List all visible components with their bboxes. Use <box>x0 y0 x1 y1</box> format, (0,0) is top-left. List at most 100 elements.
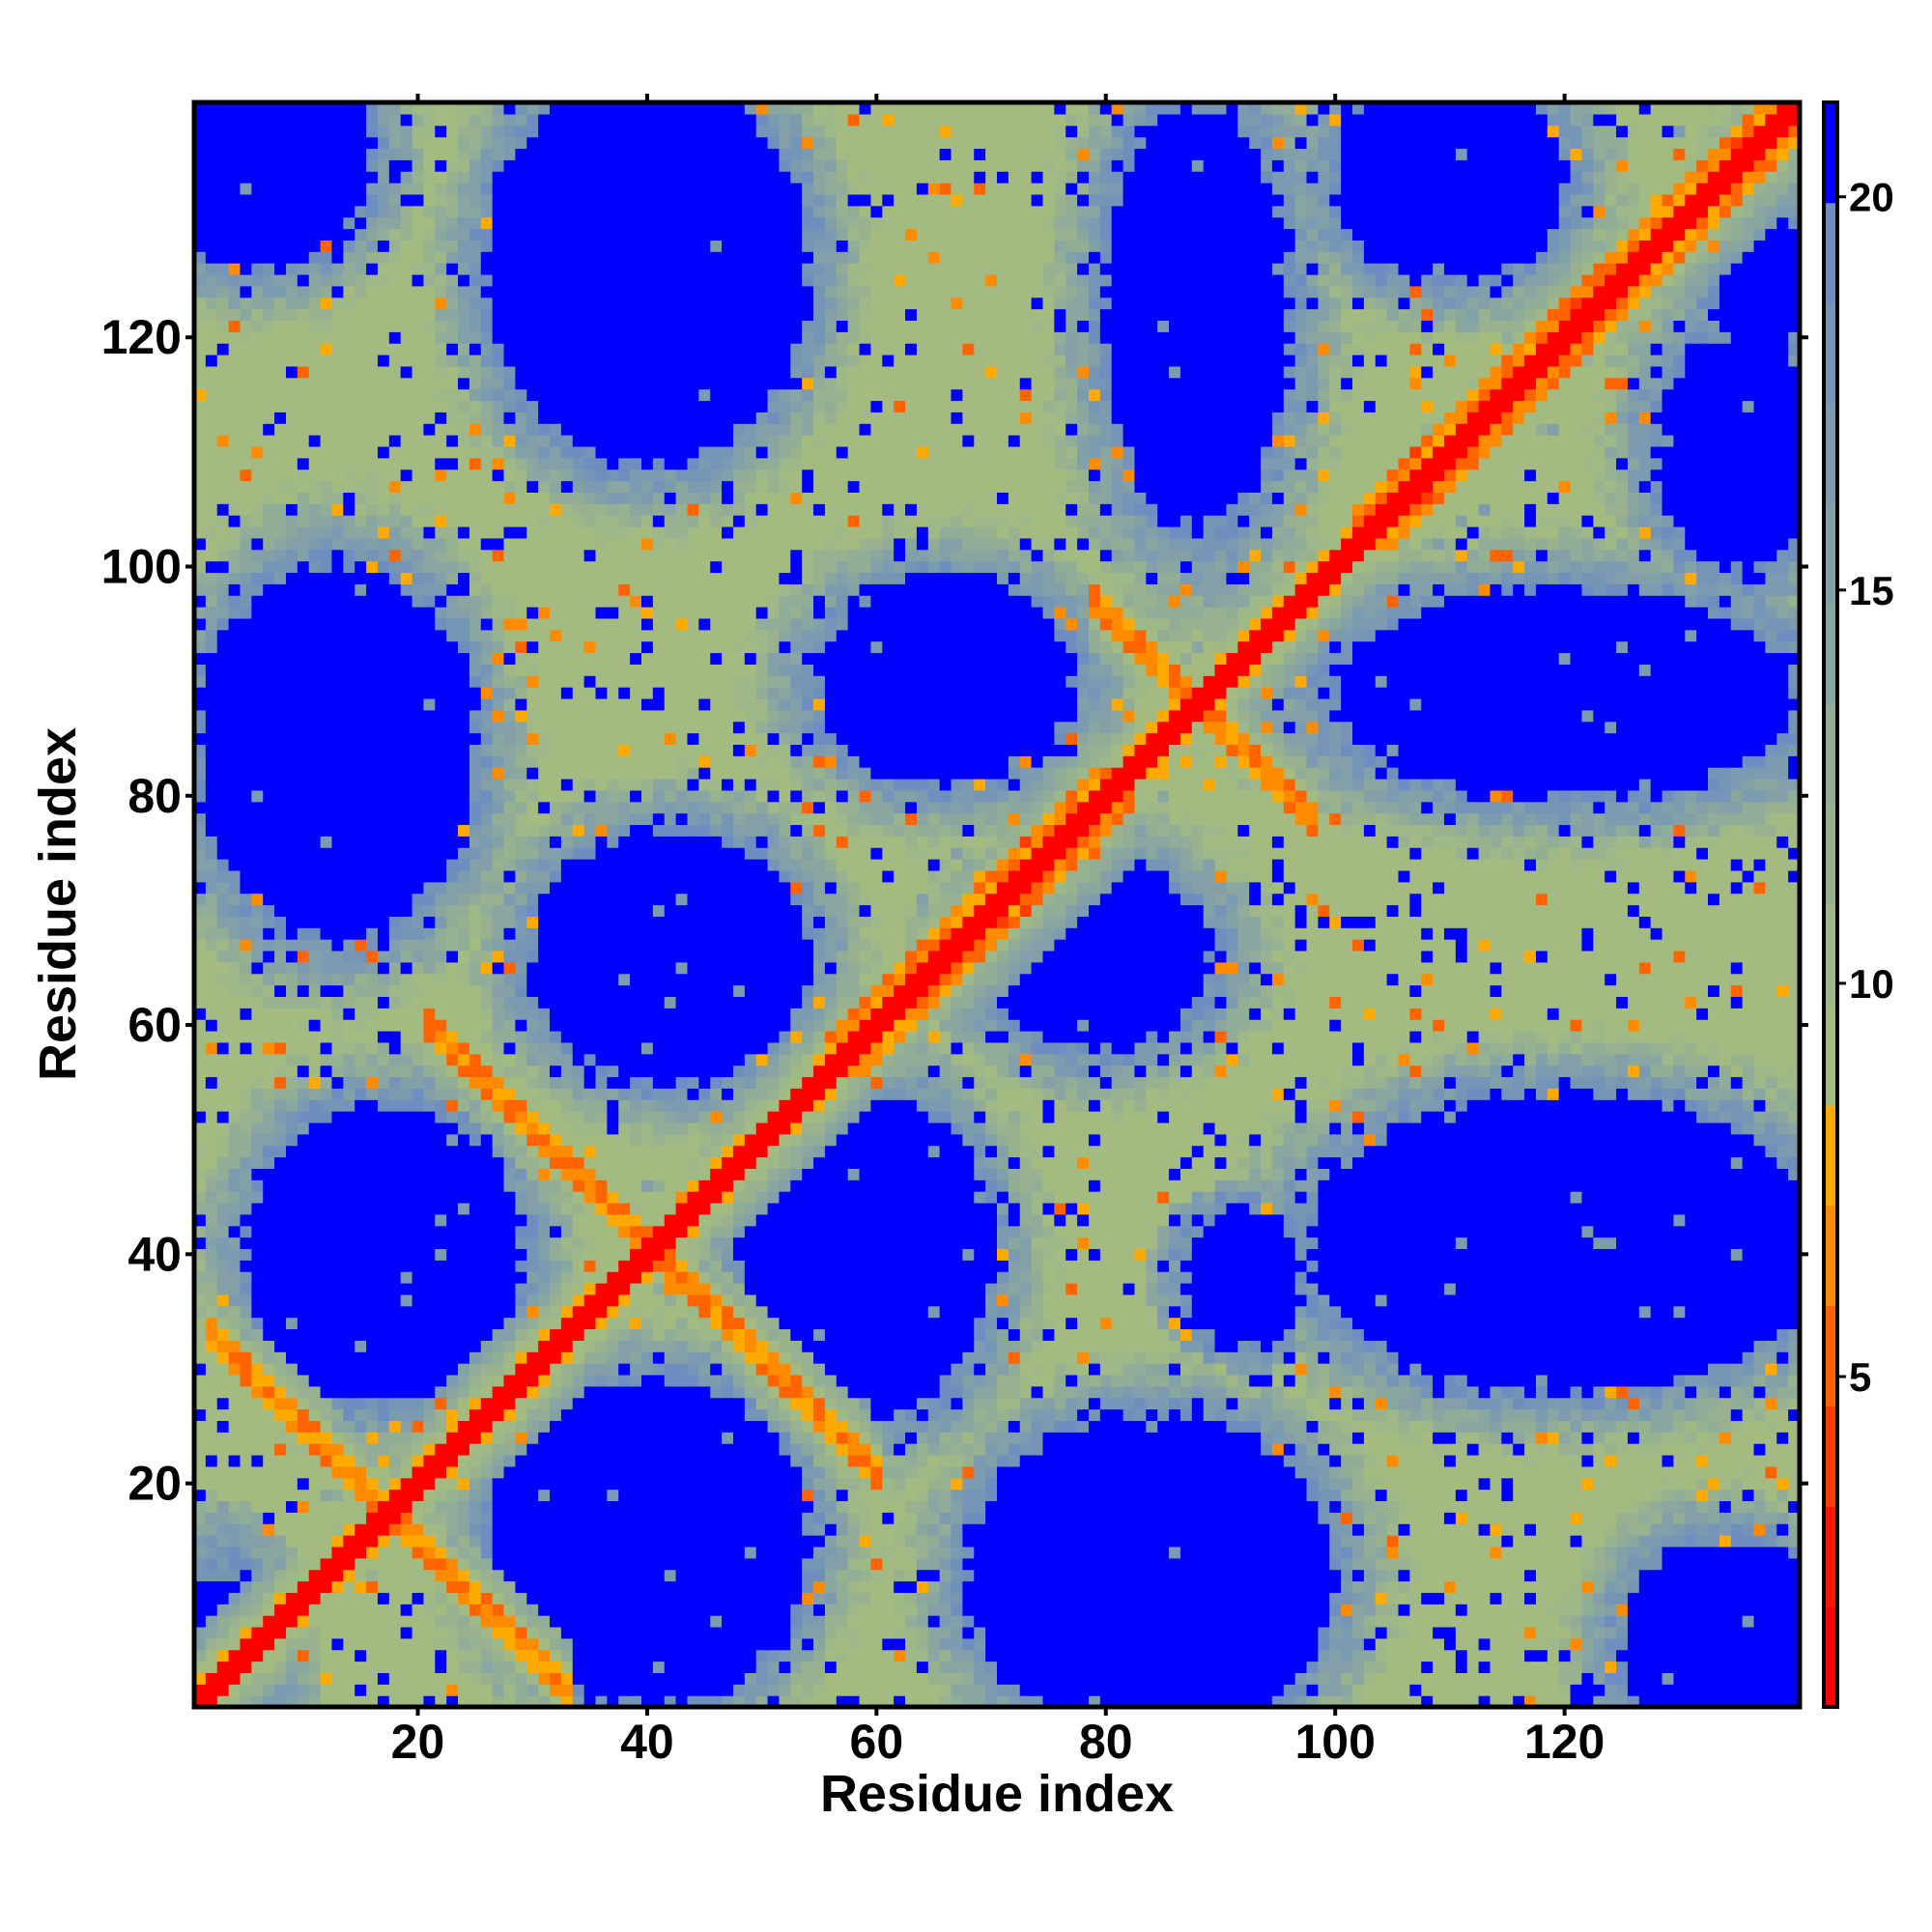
heatmap-cell <box>1673 1465 1686 1479</box>
heatmap-cell <box>744 1535 757 1548</box>
heatmap-cell <box>1341 1489 1353 1502</box>
heatmap-cell <box>1329 1305 1342 1319</box>
heatmap-cell <box>1111 1661 1124 1673</box>
heatmap-cell <box>1570 1604 1583 1616</box>
heatmap-cell <box>1249 1637 1262 1651</box>
heatmap-cell <box>1054 1465 1066 1479</box>
heatmap-cell <box>1466 1546 1480 1559</box>
heatmap-cell <box>480 1626 494 1639</box>
heatmap-cell <box>1558 1489 1572 1502</box>
heatmap-cell <box>1524 1604 1537 1616</box>
heatmap-cell <box>355 1637 367 1651</box>
heatmap-cell <box>802 1684 814 1696</box>
heatmap-cell <box>1662 1305 1675 1319</box>
heatmap-cell <box>446 1443 459 1456</box>
heatmap-cell <box>847 1500 861 1513</box>
heatmap-cell <box>503 1477 516 1491</box>
heatmap-cell <box>640 1374 654 1387</box>
heatmap-cell <box>297 1649 310 1662</box>
heatmap-cell <box>1685 1363 1697 1376</box>
heatmap-cell <box>274 1546 287 1559</box>
heatmap-cell <box>583 1385 597 1399</box>
heatmap-cell <box>1077 1569 1090 1582</box>
heatmap-cell <box>664 1432 677 1444</box>
heatmap-cell <box>1616 1477 1629 1491</box>
heatmap-cell <box>859 1637 872 1651</box>
heatmap-cell <box>263 1672 275 1685</box>
heatmap-cell <box>1146 1535 1158 1548</box>
heatmap-cell <box>1203 1305 1216 1319</box>
heatmap-cell <box>343 1363 355 1376</box>
heatmap-cell <box>951 1351 963 1364</box>
heatmap-cell <box>388 1443 402 1456</box>
heatmap-cell <box>722 1626 734 1639</box>
heatmap-cell <box>1088 1557 1101 1571</box>
heatmap-cell <box>331 1385 344 1399</box>
heatmap-cell <box>640 1512 654 1524</box>
heatmap-cell <box>882 1512 895 1524</box>
heatmap-cell <box>1375 1408 1388 1421</box>
heatmap-cell <box>1329 1626 1342 1639</box>
heatmap-cell <box>503 1432 516 1444</box>
heatmap-cell <box>1386 1465 1400 1479</box>
heatmap-cell <box>1708 1305 1720 1319</box>
heatmap-cell <box>274 1489 287 1502</box>
heatmap-cell <box>1191 1363 1205 1376</box>
heatmap-cell <box>1547 1363 1560 1376</box>
heatmap-cell <box>985 1512 998 1524</box>
heatmap-cell <box>355 1351 367 1364</box>
heatmap-cell <box>1535 1465 1548 1479</box>
heatmap-cell <box>560 1637 574 1651</box>
heatmap-cell <box>377 1557 390 1571</box>
heatmap-cell <box>905 1351 918 1364</box>
heatmap-cell <box>1363 1477 1377 1491</box>
heatmap-cell <box>205 1649 218 1662</box>
heatmap-cell <box>722 1408 734 1421</box>
heatmap-cell <box>1605 1580 1617 1593</box>
heatmap-cell <box>1547 1420 1560 1433</box>
heatmap-cell <box>320 1408 333 1421</box>
heatmap-cell <box>802 1637 814 1651</box>
heatmap-cell <box>1627 1604 1640 1616</box>
heatmap-cell <box>607 1328 619 1341</box>
heatmap-cell <box>1616 1604 1629 1616</box>
heatmap-cell <box>755 1374 769 1387</box>
heatmap-cell <box>951 1649 963 1662</box>
heatmap-cell <box>388 1477 402 1491</box>
heatmap-cell <box>607 1523 619 1536</box>
heatmap-cell <box>1593 1328 1605 1341</box>
heatmap-cell <box>1708 1637 1720 1651</box>
heatmap-cell <box>251 1328 264 1341</box>
heatmap-cell <box>1237 1580 1250 1593</box>
heatmap-cell <box>687 1626 699 1639</box>
heatmap-cell <box>446 1328 459 1341</box>
heatmap-cell <box>1570 1695 1583 1708</box>
heatmap-cell <box>1581 1512 1594 1524</box>
heatmap-cell <box>767 1592 781 1605</box>
heatmap-cell <box>469 1695 482 1708</box>
heatmap-cell <box>458 1512 470 1524</box>
heatmap-cell <box>1261 1535 1273 1548</box>
heatmap-cell <box>1443 1351 1457 1364</box>
heatmap-cell <box>905 1340 918 1352</box>
heatmap-cell <box>1329 1557 1342 1571</box>
heatmap-cell <box>216 1305 230 1319</box>
heatmap-cell <box>1753 1637 1766 1651</box>
heatmap-cell <box>640 1592 654 1605</box>
heatmap-cell <box>1306 1374 1319 1387</box>
heatmap-cell <box>446 1592 459 1605</box>
heatmap-cell <box>526 1569 539 1582</box>
heatmap-cell <box>1409 1328 1422 1341</box>
heatmap-cell <box>1765 1569 1777 1582</box>
heatmap-cell <box>1179 1695 1193 1708</box>
heatmap-cell <box>503 1637 516 1651</box>
heatmap-cell <box>1730 1649 1744 1662</box>
heatmap-cell <box>480 1684 494 1696</box>
heatmap-cell <box>675 1340 689 1352</box>
heatmap-cell <box>732 1351 746 1364</box>
heatmap-cell <box>951 1340 963 1352</box>
heatmap-cell <box>1433 1615 1445 1628</box>
heatmap-cell <box>240 1684 252 1696</box>
heatmap-cell <box>1271 1432 1285 1444</box>
heatmap-cell <box>1650 1408 1663 1421</box>
